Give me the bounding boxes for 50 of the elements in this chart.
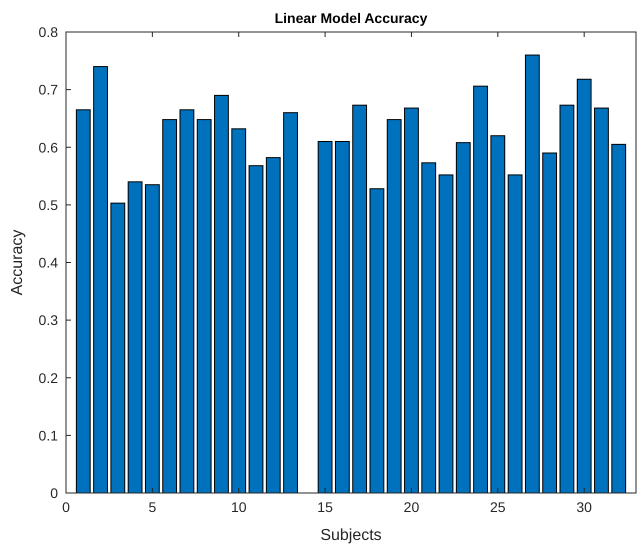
y-tick-label: 0.5 [38, 196, 58, 213]
y-tick-label: 0.7 [38, 82, 58, 98]
x-tick-label: 15 [317, 499, 334, 515]
bar [594, 108, 609, 494]
y-tick-label: 0.3 [38, 312, 58, 328]
bar [421, 162, 436, 494]
x-tick-label: 30 [576, 499, 592, 515]
bar [266, 157, 281, 494]
y-axis-title: Accuracy [9, 230, 26, 296]
bar [386, 119, 402, 494]
y-tick-label: 0.4 [38, 254, 58, 270]
bar [473, 86, 488, 494]
bar [110, 202, 126, 494]
bar [576, 78, 592, 494]
bar [352, 104, 368, 494]
bar [404, 108, 419, 494]
bar [93, 66, 108, 494]
bar [196, 119, 212, 494]
x-tick-label: 0 [62, 499, 70, 515]
bar [438, 174, 454, 494]
bar [456, 142, 471, 494]
bar [318, 140, 332, 494]
x-tick-label: 5 [148, 499, 156, 515]
x-tick-label: 10 [230, 499, 247, 515]
bar [524, 54, 540, 494]
y-tick-label: 0.1 [38, 427, 58, 444]
bar [76, 109, 91, 494]
x-axis-title: Subjects [320, 527, 382, 544]
y-tick-label: 0.8 [38, 24, 58, 40]
bar [283, 112, 298, 494]
x-tick-label: 25 [490, 499, 506, 515]
bar [214, 94, 229, 494]
y-tick-label: 0.2 [38, 370, 58, 386]
y-tick-label: 0 [50, 485, 58, 501]
bar [144, 184, 160, 494]
bar [128, 181, 142, 494]
bar [162, 119, 178, 494]
bar [334, 140, 350, 494]
bar [248, 165, 264, 494]
bar [370, 188, 384, 494]
bar [180, 109, 194, 494]
bar [508, 174, 522, 494]
bar [231, 128, 246, 494]
bar [542, 152, 558, 494]
bar [560, 104, 574, 494]
chart-title: Linear Model Accuracy [274, 10, 428, 26]
bar [611, 144, 626, 494]
bar [490, 135, 506, 494]
y-tick-label: 0.6 [38, 139, 58, 156]
x-tick-label: 20 [404, 499, 420, 515]
